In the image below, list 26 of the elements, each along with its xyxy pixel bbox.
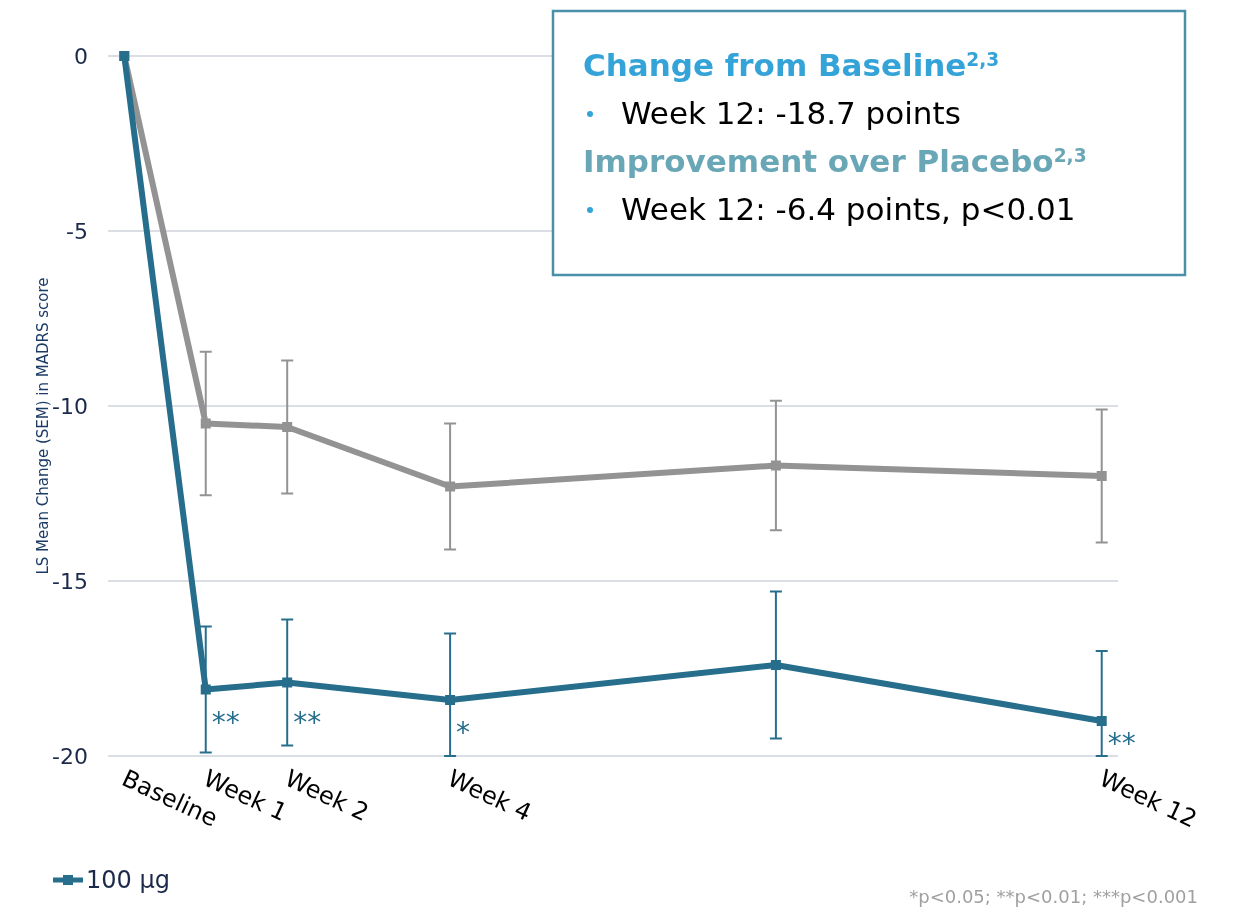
point xyxy=(282,422,293,432)
point xyxy=(282,677,293,688)
annotation: * xyxy=(456,716,471,749)
point xyxy=(770,660,781,670)
text: *p<0.05; **p<0.01; ***p<0.001 xyxy=(909,886,1198,907)
point xyxy=(200,684,211,695)
point xyxy=(770,460,781,471)
annotation: Improvement over Placebo$^{2,3}$ xyxy=(583,143,1087,179)
annotation: Week 12: -18.7 points xyxy=(621,95,961,131)
annotation: Change from Baseline$^{2,3}$ xyxy=(583,47,1000,83)
annotation: Week 12: -6.4 points, p<0.01 xyxy=(621,191,1076,227)
point xyxy=(445,481,456,492)
y-tick-label: -10 xyxy=(52,393,88,419)
y-tick-label: -20 xyxy=(52,743,88,769)
point xyxy=(445,695,456,705)
y-tick-label: -15 xyxy=(52,568,88,594)
y-axis-title: LS Mean Change (SEM) in MADRS score xyxy=(34,277,52,575)
annotation: ** xyxy=(211,705,240,739)
point xyxy=(200,418,211,429)
point xyxy=(1096,471,1107,481)
legend-label: 100 µg xyxy=(86,866,170,895)
point xyxy=(1096,716,1107,726)
annotation: ** xyxy=(1107,726,1136,760)
y-tick-label: -5 xyxy=(66,218,88,244)
y-tick-label: 0 xyxy=(74,43,88,69)
annotation: ** xyxy=(293,705,322,739)
